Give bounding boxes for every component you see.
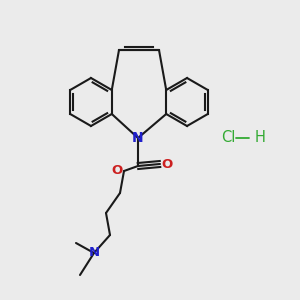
Text: H: H	[255, 130, 266, 146]
Text: N: N	[88, 247, 100, 260]
Text: N: N	[132, 131, 144, 145]
Text: Cl: Cl	[220, 130, 235, 146]
Text: O: O	[111, 164, 123, 178]
Text: O: O	[161, 158, 172, 170]
